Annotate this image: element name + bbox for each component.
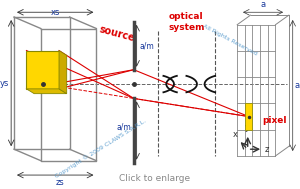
Text: y: y [245,123,250,132]
Polygon shape [26,89,67,94]
Text: ys: ys [0,79,9,88]
Text: z: z [265,145,269,154]
Text: a: a [295,81,300,90]
Polygon shape [26,51,59,89]
Text: x: x [233,130,238,139]
Text: a/m: a/m [140,41,154,50]
Text: zs: zs [56,178,64,187]
Text: Copyright © 2009 CLAWS S.A.R.L.: Copyright © 2009 CLAWS S.A.R.L. [54,118,147,179]
Text: pixel: pixel [262,116,286,125]
Text: xs: xs [50,9,60,17]
Text: source: source [98,25,136,44]
Bar [245,103,253,130]
Text: a: a [260,0,266,9]
Text: All Rights Reserved: All Rights Reserved [202,24,257,57]
Text: a/m: a/m [116,122,131,131]
Text: Click to enlarge: Click to enlarge [119,174,190,183]
Polygon shape [59,51,67,94]
Text: optical
system: optical system [168,12,205,32]
